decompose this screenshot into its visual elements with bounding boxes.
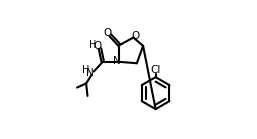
Text: O: O	[132, 31, 140, 41]
Text: O: O	[104, 28, 112, 38]
Text: Cl: Cl	[150, 65, 161, 75]
Text: N: N	[113, 56, 121, 66]
Text: O: O	[93, 41, 101, 51]
Text: H: H	[89, 40, 96, 50]
Text: H: H	[82, 64, 90, 75]
Text: N: N	[86, 68, 94, 78]
